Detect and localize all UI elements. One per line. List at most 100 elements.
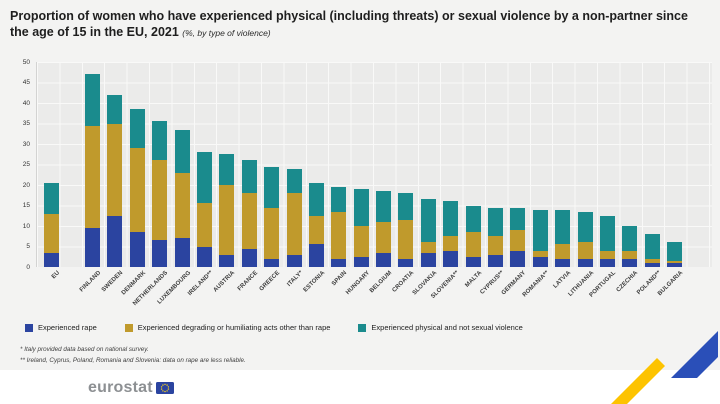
bar-segment xyxy=(219,185,235,255)
legend-label-degrading: Experienced degrading or humiliating act… xyxy=(137,323,331,332)
bar-spain: SPAIN xyxy=(331,187,349,287)
bar-segment xyxy=(577,242,593,259)
bar-czechia: CZECHIA xyxy=(616,226,640,294)
bar-segment xyxy=(622,226,638,251)
bar-segment xyxy=(331,258,347,267)
bar-denmark: DENMARK xyxy=(121,109,147,296)
chart-area: 0 5 10 15 20 25 30 35 40 45 50 EU FINLAND SWEDEN DENM… xyxy=(10,59,712,307)
bar-segment xyxy=(376,191,392,222)
y-tick-label: 30 xyxy=(22,140,30,148)
footnote-italy: * Italy provided data based on national … xyxy=(20,346,149,353)
bar-segment xyxy=(44,252,59,267)
y-tick-label: 5 xyxy=(26,243,30,250)
chart-title: Proportion of women who have experienced… xyxy=(10,8,710,41)
bar-segment xyxy=(376,221,392,253)
bar-segment xyxy=(286,254,302,267)
bar-segment xyxy=(241,160,257,194)
bar-segment xyxy=(152,121,168,161)
bar-bulgaria: BULGARIA xyxy=(657,242,684,297)
bar-segment xyxy=(264,258,280,267)
bar-segment xyxy=(44,213,59,253)
bar-ireland: IRELAND** xyxy=(187,152,214,297)
bar-segment xyxy=(465,232,481,257)
legend-item-degrading: Experienced degrading or humiliating act… xyxy=(124,323,331,332)
y-tick-label: 40 xyxy=(22,99,30,107)
bar-segment xyxy=(644,234,660,259)
bar-segment xyxy=(599,250,615,259)
bar-poland: POLAND** xyxy=(636,234,662,296)
bar-segment xyxy=(241,248,257,267)
y-tick-label: 0 xyxy=(26,263,30,271)
bar-segment xyxy=(420,199,436,243)
bar-hungary: HUNGARY xyxy=(345,189,371,296)
bar-portugal: PORTUGAL xyxy=(589,215,617,299)
bar-segment xyxy=(152,240,168,267)
bar-segment xyxy=(85,125,100,229)
bar-segment xyxy=(465,205,481,233)
plot-area: EU FINLAND SWEDEN DENMARK NETHERLANDS LUXEMBO… xyxy=(36,62,712,307)
bar-segment xyxy=(174,172,190,239)
bar-france: FRANCE xyxy=(237,160,259,292)
bar-germany: GERMANY xyxy=(501,207,528,296)
chart-title-text: Proportion of women who have experienced… xyxy=(10,9,688,40)
bar-segment xyxy=(510,230,526,251)
bar-eu: EU xyxy=(44,182,61,280)
bar-segment xyxy=(196,246,212,267)
footnote-reliability: ** Ireland, Cyprus, Poland, Romania and … xyxy=(20,357,246,365)
bar-segment xyxy=(488,207,504,237)
bar-segment xyxy=(599,258,615,267)
bar-segment xyxy=(398,193,414,220)
legend-item-rape: Experienced rape xyxy=(25,323,97,332)
bar-segment xyxy=(308,244,324,267)
bar-segment xyxy=(622,250,638,259)
bar-segment xyxy=(420,242,436,253)
bar-segment xyxy=(667,260,683,263)
bar-segment xyxy=(331,211,347,259)
bar-segment xyxy=(644,262,660,267)
bar-segment xyxy=(667,262,683,267)
bar-segment xyxy=(532,256,548,267)
bar-segment xyxy=(465,256,481,267)
bar-segment xyxy=(286,168,302,194)
eurostat-ribbon-decoration xyxy=(611,331,718,404)
bar-segment xyxy=(532,209,548,251)
y-tick-label: 15 xyxy=(22,202,30,209)
bar-segment xyxy=(129,109,145,149)
bar-segment xyxy=(667,242,683,261)
bar-italy: ITALY* xyxy=(286,168,304,288)
bar-segment xyxy=(219,154,235,186)
footer-band xyxy=(0,370,720,404)
legend-swatch-degrading xyxy=(124,323,133,332)
footnotes: * Italy provided data based on national … xyxy=(20,344,246,366)
bar-netherlands: NETHERLANDS xyxy=(132,121,169,307)
y-tick-label: 20 xyxy=(22,181,30,189)
bar-greece: GREECE xyxy=(259,166,281,293)
bar-segment xyxy=(174,238,190,267)
bar-segment xyxy=(555,244,571,259)
bar-lithuania: LITHUANIA xyxy=(567,211,595,298)
bar-segment xyxy=(196,152,212,204)
y-tick-label: 10 xyxy=(22,222,30,230)
bar-estonia: ESTONIA xyxy=(303,182,326,294)
bar-segment xyxy=(286,193,302,255)
bar-segment xyxy=(443,250,459,267)
bar-segment xyxy=(577,211,593,243)
bar-segment xyxy=(264,166,280,208)
bar-segment xyxy=(420,252,436,267)
legend-swatch-rape xyxy=(25,323,33,332)
eurostat-logo: eurostat xyxy=(88,379,174,397)
bar-segment xyxy=(85,74,100,126)
bar-segment xyxy=(129,148,145,233)
bar-segment xyxy=(398,258,414,267)
bar-segment xyxy=(174,129,190,173)
legend-swatch-physical xyxy=(358,323,367,332)
bar-segment xyxy=(353,189,369,226)
bar-segment xyxy=(510,207,526,231)
bar-romania: ROMANIA** xyxy=(522,209,550,298)
bar-segment xyxy=(107,215,123,267)
y-tick-label: 35 xyxy=(22,120,30,127)
bar-latvia: LATVIA xyxy=(553,209,572,290)
bar-segment xyxy=(308,182,324,216)
eurostat-wordmark: eurostat xyxy=(88,379,153,396)
